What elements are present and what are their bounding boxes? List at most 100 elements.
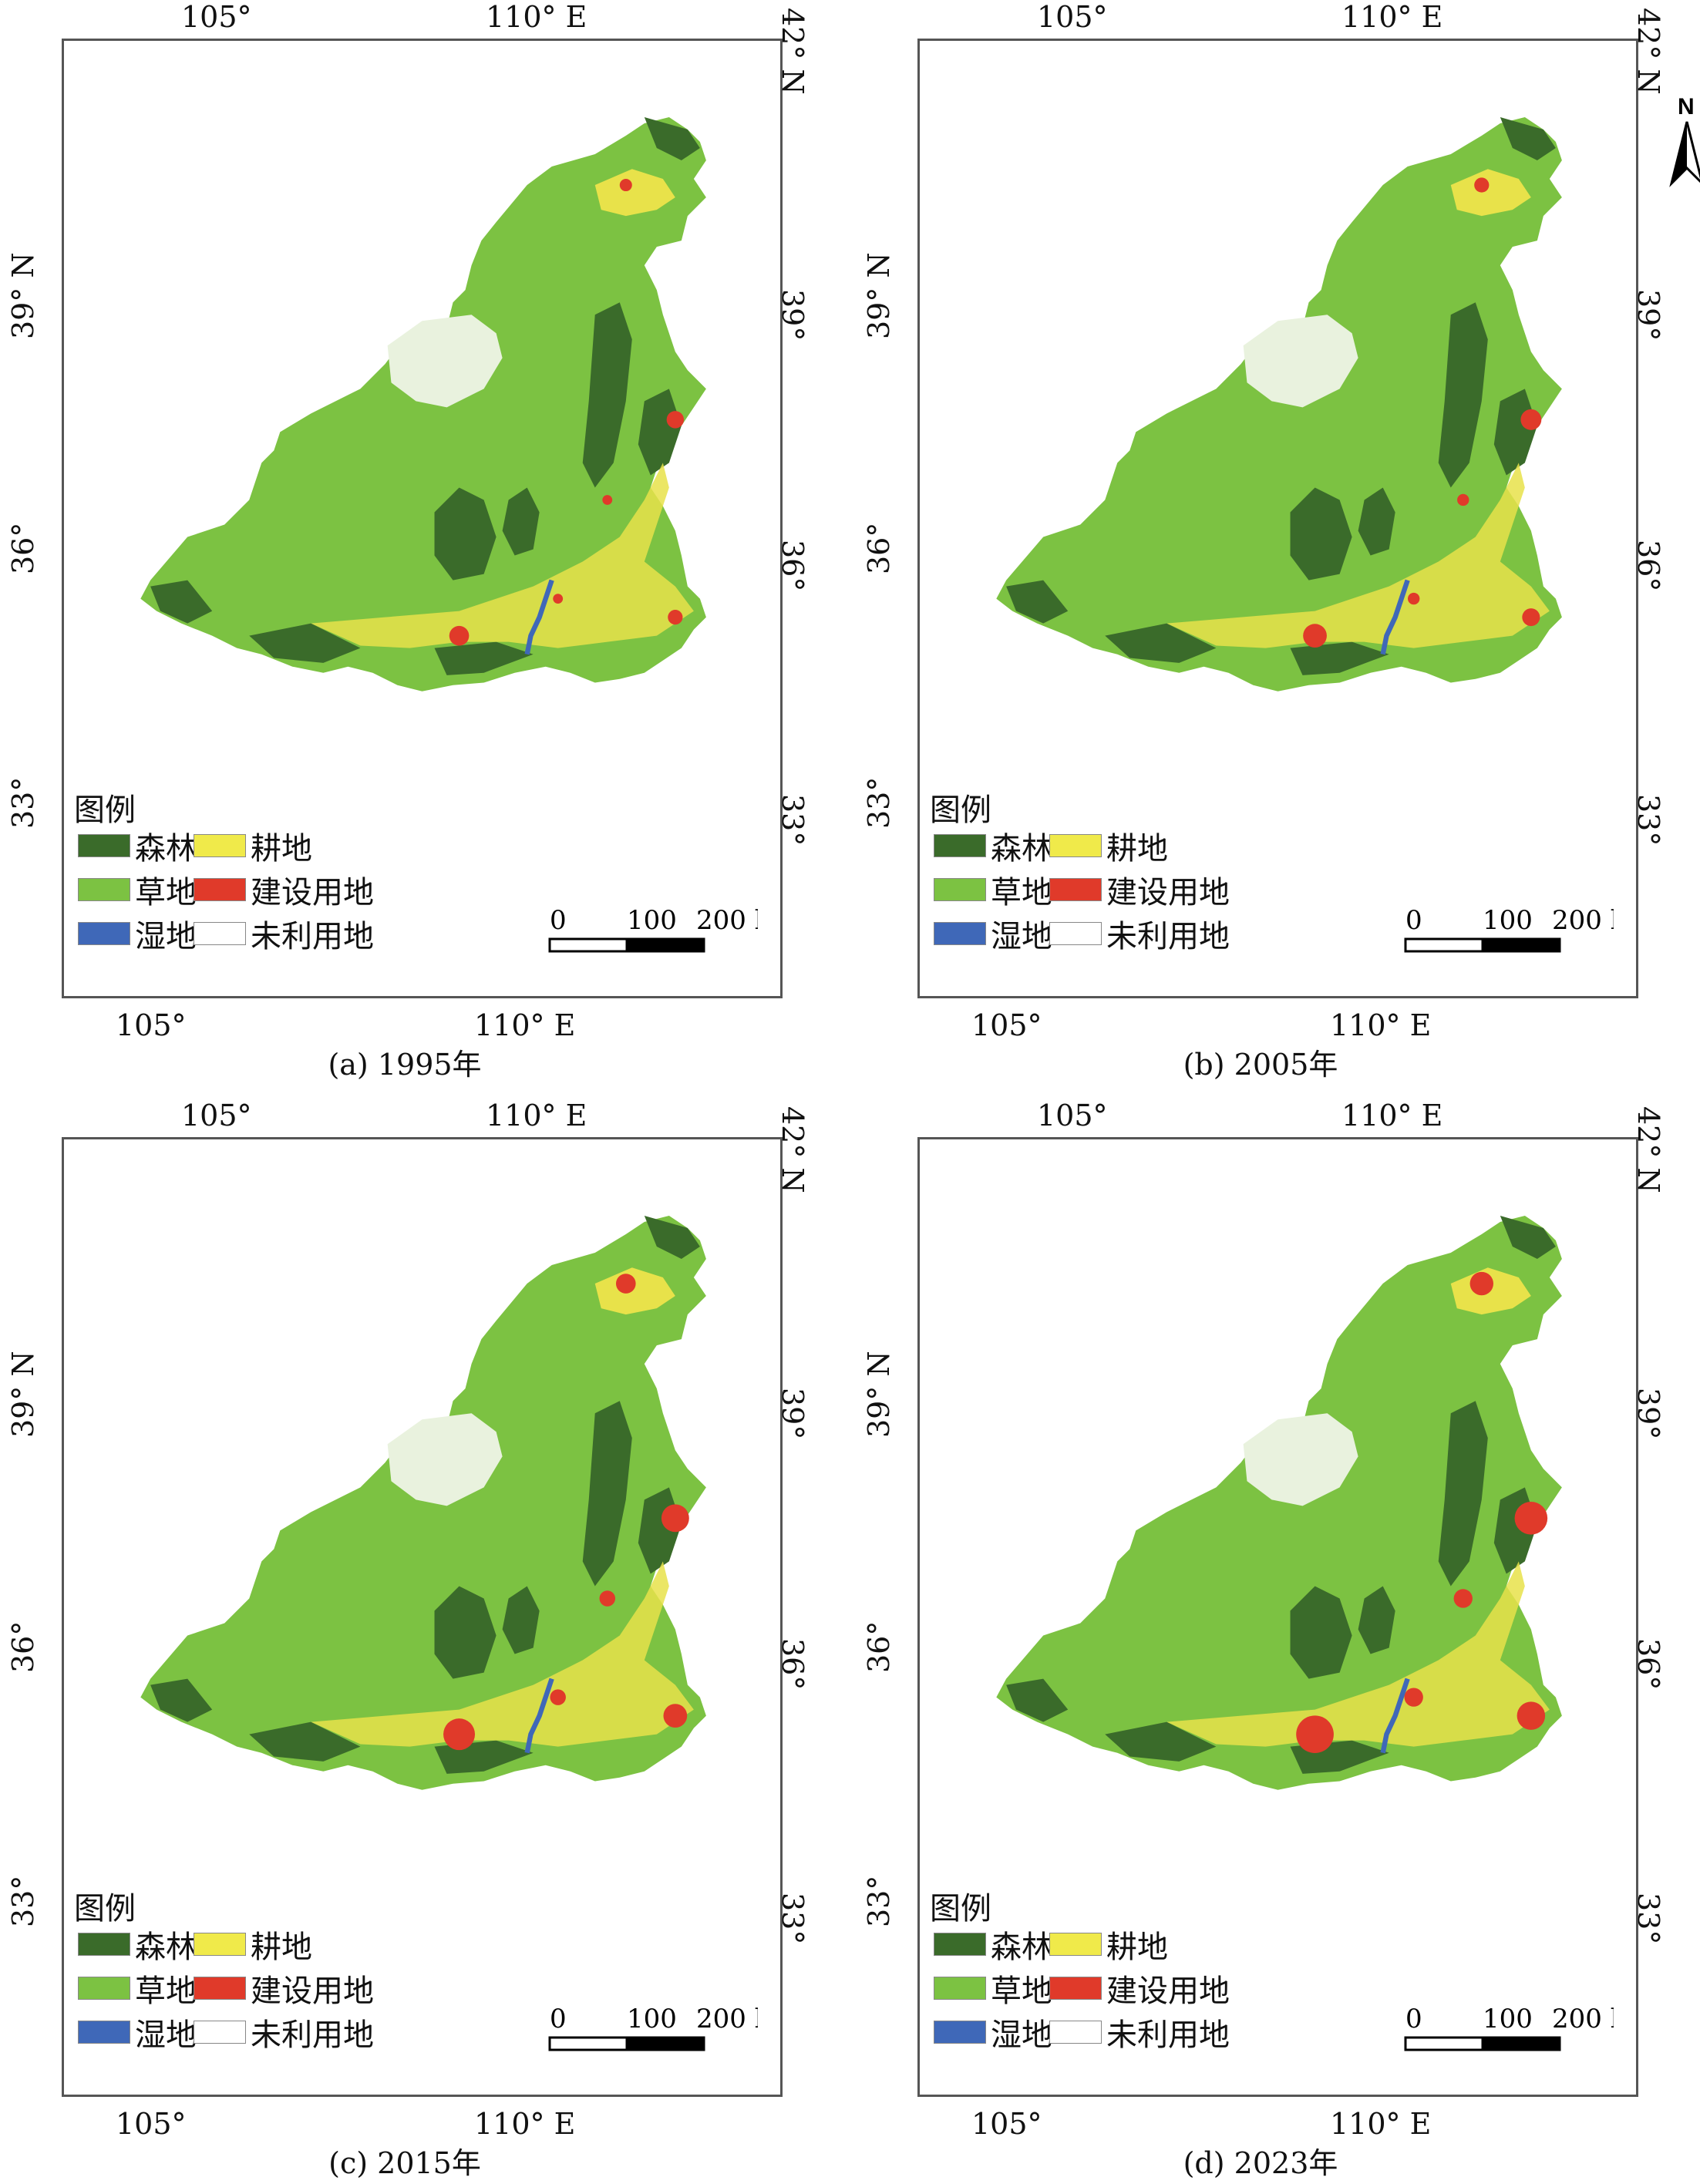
- legend-label: 森林: [135, 1930, 197, 1965]
- legend-swatch: [1049, 1933, 1102, 1956]
- north-arrow-icon: N: [1664, 91, 1700, 199]
- wetland-river: [524, 579, 554, 655]
- legend-label: 耕地: [251, 1930, 312, 1965]
- cropland-south: [1166, 1561, 1550, 1747]
- legend-label: 草地: [135, 875, 197, 910]
- legend-swatch: [78, 2021, 130, 2044]
- longitude-tick-bottom: 105°: [116, 1008, 187, 1042]
- unused-land-region: [1243, 315, 1358, 408]
- unused-land-region: [1243, 1413, 1358, 1506]
- built-up-patch: [1303, 624, 1327, 648]
- latitude-tick-left: 36°: [862, 522, 896, 574]
- panel-caption: (c) 2015年: [328, 2146, 481, 2180]
- forest-patch: [502, 1586, 540, 1654]
- scale-tick-label: 0: [1405, 905, 1422, 936]
- latitude-tick-right: 42° N: [776, 8, 810, 95]
- longitude-tick-bottom: 105°: [971, 1008, 1042, 1042]
- land-use-map: [996, 1215, 1562, 1790]
- legend-item: 湿地: [934, 2014, 1052, 2053]
- longitude-tick-top: 105°: [1037, 0, 1108, 34]
- legend-label: 耕地: [1106, 831, 1168, 867]
- latitude-tick-left: 33°: [862, 776, 896, 829]
- scale-tick-label: 200 km: [696, 905, 758, 936]
- scale-tick-label: 100: [1483, 2004, 1533, 2034]
- scale-tick-label: 200 km: [1552, 905, 1614, 936]
- built-up-patch: [1517, 1701, 1546, 1730]
- built-up-patch: [1404, 1688, 1423, 1707]
- latitude-tick-right: 36°: [1631, 1638, 1665, 1691]
- legend-label: 未利用地: [251, 2017, 374, 2053]
- built-up-patch: [553, 594, 564, 604]
- latitude-tick-right: 39°: [776, 289, 810, 342]
- longitude-tick-bottom: 110° E: [474, 2107, 576, 2141]
- legend-swatch: [1049, 922, 1102, 945]
- cropland-north: [594, 1267, 675, 1315]
- built-up-patch: [550, 1689, 566, 1705]
- legend-label: 草地: [991, 1974, 1052, 2009]
- built-up-patch: [1469, 1271, 1494, 1296]
- legend-label: 未利用地: [251, 919, 374, 954]
- built-up-patch: [1453, 1589, 1473, 1608]
- longitude-tick-top: 105°: [181, 0, 252, 34]
- built-up-patch: [602, 495, 613, 505]
- legend-swatch: [194, 1933, 246, 1956]
- built-up-patch: [1522, 608, 1540, 627]
- forest-patch: [150, 580, 213, 624]
- latitude-tick-right: 39°: [1631, 289, 1665, 342]
- forest-patch: [644, 116, 700, 160]
- latitude-tick-left: 39° N: [6, 252, 40, 339]
- scale-tick-label: 0: [550, 2004, 567, 2034]
- latitude-tick-left: 39° N: [6, 1351, 40, 1438]
- latitude-tick-right: 33°: [776, 1893, 810, 1945]
- legend-swatch: [194, 922, 246, 945]
- legend-item: 未利用地: [1049, 2014, 1230, 2053]
- latitude-tick-right: 42° N: [1631, 8, 1665, 95]
- legend-item: 湿地: [78, 2014, 197, 2053]
- built-up-patch: [619, 179, 632, 192]
- wetland-river: [1380, 1678, 1410, 1754]
- legend-swatch: [194, 878, 246, 901]
- legend-item: 建设用地: [194, 1970, 374, 2009]
- panel-caption: (a) 1995年: [328, 1048, 482, 1082]
- forest-patch: [1290, 487, 1352, 580]
- legend-item: 未利用地: [194, 2014, 374, 2053]
- longitude-tick-bottom: 105°: [116, 2107, 187, 2141]
- legend-label: 草地: [991, 875, 1052, 910]
- longitude-tick-top: 105°: [181, 1099, 252, 1132]
- forest-patch: [1500, 1215, 1556, 1259]
- legend-swatch: [78, 834, 130, 857]
- panel-caption: (d) 2023年: [1183, 2146, 1338, 2180]
- legend-swatch: [934, 922, 986, 945]
- legend-swatch: [78, 1933, 130, 1956]
- scale-tick-label: 100: [1483, 905, 1533, 936]
- legend-swatch: [194, 1977, 246, 2000]
- legend-label: 建设用地: [1106, 1974, 1230, 2009]
- built-up-patch: [663, 1704, 688, 1728]
- forest-patch: [644, 1215, 700, 1259]
- scale-bar: 0 100 200 km: [542, 904, 796, 966]
- grassland-region: [996, 116, 1562, 692]
- built-up-patch: [1296, 1715, 1334, 1754]
- legend-item: 森林: [934, 1926, 1052, 1965]
- land-use-map: [996, 116, 1562, 692]
- legend-swatch: [1049, 834, 1102, 857]
- longitude-tick-bottom: 110° E: [474, 1008, 576, 1042]
- latitude-tick-left: 33°: [862, 1875, 896, 1927]
- legend-label: 耕地: [251, 831, 312, 867]
- cropland-north: [1450, 169, 1531, 217]
- latitude-tick-left: 33°: [6, 1875, 40, 1927]
- cropland-south: [1166, 463, 1550, 648]
- cropland-north: [594, 169, 675, 217]
- legend-swatch: [194, 2021, 246, 2044]
- latitude-tick-left: 36°: [862, 1620, 896, 1673]
- longitude-tick-top: 110° E: [486, 0, 587, 34]
- legend-label: 耕地: [1106, 1930, 1168, 1965]
- forest-patch: [582, 302, 632, 488]
- legend-swatch: [1049, 2021, 1102, 2044]
- legend-item: 森林: [78, 1926, 197, 1965]
- legend-title: 图例: [74, 792, 136, 828]
- latitude-tick-right: 36°: [776, 540, 810, 592]
